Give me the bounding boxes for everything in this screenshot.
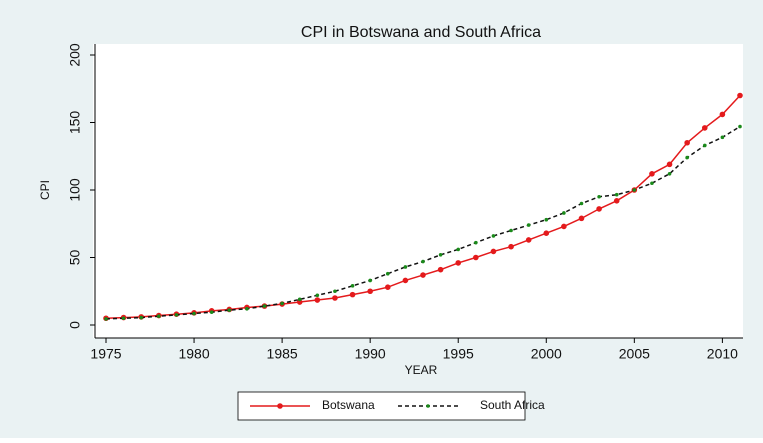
- data-point: [667, 172, 672, 176]
- data-point: [385, 271, 390, 276]
- data-point: [456, 247, 461, 252]
- x-tick-label: 1975: [90, 346, 121, 362]
- data-point: [701, 125, 708, 131]
- plot-area: [93, 44, 743, 338]
- y-tick-label: 50: [67, 250, 83, 266]
- data-point: [561, 223, 567, 230]
- data-point: [719, 111, 726, 118]
- data-point: [684, 139, 690, 146]
- x-tick-label: 1985: [267, 346, 298, 362]
- y-tick-label: 200: [67, 43, 83, 67]
- data-point: [737, 92, 743, 99]
- data-point: [420, 272, 426, 278]
- data-point: [367, 288, 373, 295]
- data-point: [455, 260, 462, 266]
- data-point: [666, 161, 673, 168]
- data-point: [333, 289, 337, 294]
- data-point: [490, 248, 497, 255]
- data-point: [649, 171, 655, 177]
- data-point: [509, 228, 513, 233]
- data-point: [438, 253, 443, 257]
- data-point: [245, 307, 249, 311]
- legend-marker: [426, 404, 430, 408]
- data-point: [262, 304, 267, 308]
- legend-label: South Africa: [480, 398, 545, 412]
- x-tick-label: 1995: [443, 346, 474, 362]
- data-point: [209, 310, 214, 314]
- data-point: [350, 284, 355, 288]
- data-point: [473, 254, 479, 261]
- data-point: [525, 237, 532, 243]
- data-point: [314, 297, 321, 303]
- data-point: [614, 192, 619, 197]
- data-point: [315, 293, 320, 298]
- data-point: [297, 297, 302, 302]
- data-point: [596, 206, 602, 212]
- x-axis-label: YEAR: [405, 363, 438, 377]
- data-point: [332, 295, 338, 301]
- data-point: [632, 188, 637, 192]
- data-point: [562, 211, 566, 215]
- data-point: [544, 217, 549, 222]
- data-point: [296, 299, 303, 305]
- data-point: [121, 316, 126, 321]
- x-tick-label: 2010: [707, 346, 738, 362]
- data-point: [368, 278, 372, 283]
- data-point: [139, 315, 144, 320]
- data-point: [349, 291, 356, 298]
- data-point: [650, 181, 654, 186]
- data-point: [192, 311, 196, 316]
- data-point: [738, 124, 742, 129]
- data-point: [402, 277, 409, 284]
- data-point: [280, 301, 284, 306]
- legend-marker: [277, 403, 283, 409]
- x-tick-label: 1980: [178, 346, 209, 362]
- x-tick-label: 2005: [619, 346, 650, 362]
- data-point: [579, 201, 584, 206]
- data-point: [491, 234, 496, 238]
- data-point: [526, 223, 531, 227]
- data-point: [543, 230, 550, 236]
- data-point: [508, 243, 514, 250]
- x-tick-label: 1990: [355, 346, 386, 362]
- y-axis-label: CPI: [38, 180, 52, 200]
- data-point: [174, 313, 179, 317]
- data-point: [578, 215, 585, 222]
- data-point: [702, 143, 707, 148]
- data-point: [104, 317, 108, 321]
- chart-title: CPI in Botswana and South Africa: [301, 24, 541, 41]
- data-point: [474, 240, 478, 245]
- legend-label: Botswana: [322, 398, 375, 412]
- data-point: [597, 194, 601, 199]
- data-point: [421, 259, 425, 264]
- y-tick-label: 150: [67, 111, 83, 135]
- data-point: [613, 198, 620, 204]
- data-point: [720, 135, 725, 140]
- data-point: [157, 314, 161, 319]
- y-tick-label: 0: [67, 321, 83, 329]
- data-point: [685, 155, 689, 160]
- data-point: [227, 308, 232, 312]
- data-point: [403, 265, 408, 269]
- y-tick-label: 100: [67, 178, 83, 202]
- data-point: [384, 284, 391, 291]
- x-tick-label: 2000: [531, 346, 562, 362]
- data-point: [437, 266, 444, 273]
